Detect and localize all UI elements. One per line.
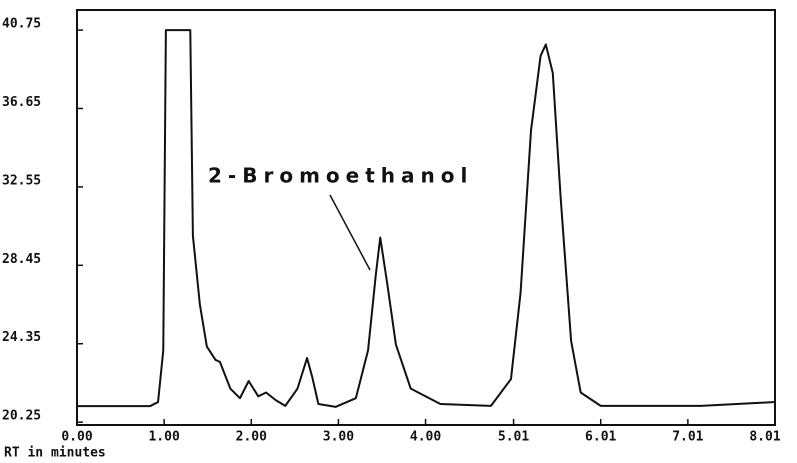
- x-tick-label: 5.01: [498, 430, 529, 445]
- x-tick-label: 7.01: [672, 430, 703, 445]
- x-tick-label: 8.01: [749, 430, 780, 445]
- y-tick-label: 20.25: [2, 409, 41, 424]
- y-tick-label: 28.45: [2, 252, 41, 267]
- x-axis-label: RT in minutes: [4, 446, 106, 461]
- y-tick-label: 40.75: [2, 17, 41, 32]
- x-tick-label: 4.00: [410, 430, 441, 445]
- trace-line: [77, 29, 776, 408]
- annotation-line: [329, 194, 371, 271]
- y-tick-label: 36.65: [2, 95, 41, 110]
- x-tick-label: 2.00: [236, 430, 267, 445]
- y-tick-label: 24.35: [2, 330, 41, 345]
- x-tick-label: 1.00: [148, 430, 179, 445]
- annotation: 2-Bromoethanol: [208, 164, 473, 188]
- x-tick-label: 3.00: [323, 430, 354, 445]
- x-tick-label: 0.00: [61, 430, 92, 445]
- y-tick-label: 32.55: [2, 173, 41, 188]
- plot-frame: [76, 9, 776, 426]
- x-tick-label: 6.01: [585, 430, 616, 445]
